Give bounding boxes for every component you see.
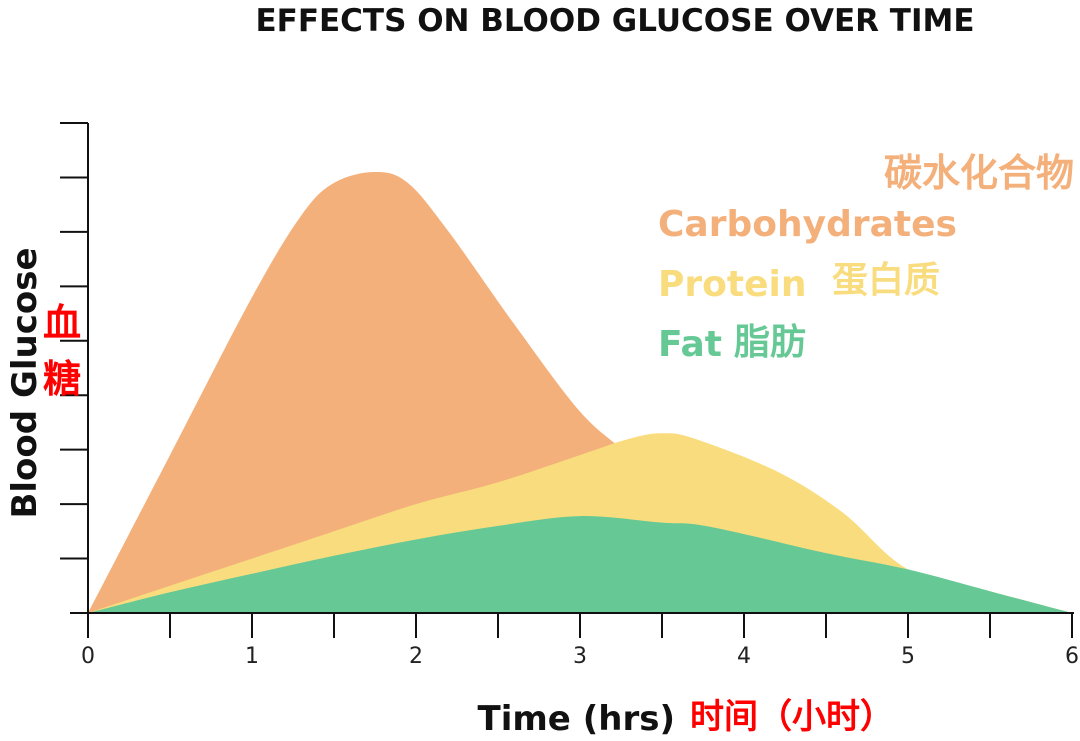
y-axis-label-cn: 血 糖 (43, 301, 81, 401)
legend-label-protein-cn: 蛋白质 (832, 260, 940, 301)
x-tick-labels: 0 1 2 3 4 5 6 (81, 644, 1079, 669)
axes (60, 122, 1074, 638)
x-tick-label-1: 1 (245, 644, 259, 669)
x-tick-label-6: 6 (1065, 644, 1079, 669)
legend-label-carbohydrates: Carbohydrates (658, 204, 957, 245)
y-axis-label: Blood Glucose (5, 247, 45, 518)
chart-title: EFFECTS ON BLOOD GLUCOSE OVER TIME (255, 3, 974, 39)
area-fat (88, 516, 1072, 613)
x-tick-label-0: 0 (81, 644, 95, 669)
x-tick-label-3: 3 (573, 644, 587, 669)
legend: 碳水化合物 Carbohydrates Protein 蛋白质 Fat 脂肪 (658, 151, 1074, 365)
x-axis-label: Time (hrs) (478, 699, 675, 739)
x-tick-label-4: 4 (737, 644, 751, 669)
x-tick-label-2: 2 (409, 644, 423, 669)
legend-label-protein: Protein (658, 264, 806, 305)
y-axis-label-cn-char-2: 糖 (43, 357, 81, 401)
legend-label-fat-cn: 脂肪 (734, 322, 806, 363)
x-tick-label-5: 5 (901, 644, 915, 669)
y-axis-label-cn-char-1: 血 (43, 301, 81, 345)
legend-label-carbohydrates-cn: 碳水化合物 (884, 151, 1074, 195)
x-axis-label-cn: 时间（小时） (690, 697, 894, 737)
series-areas (88, 172, 1072, 613)
legend-label-fat: Fat (658, 324, 722, 365)
